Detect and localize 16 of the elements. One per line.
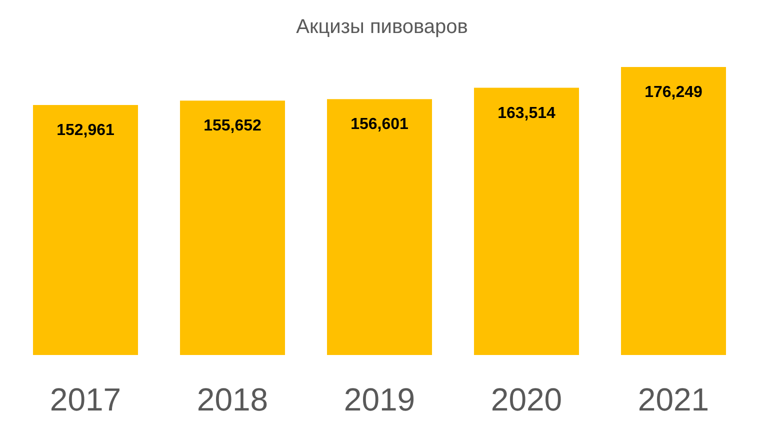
x-tick-label: 2018: [196, 382, 268, 418]
data-label: 155,652: [204, 118, 262, 135]
bar: [327, 99, 432, 355]
bar: [474, 88, 579, 355]
bar: [180, 100, 285, 355]
x-tick-label: 2017: [50, 382, 122, 418]
x-tick-label: 2020: [490, 382, 562, 418]
bar: [621, 67, 726, 355]
data-label: 163,514: [498, 104, 556, 122]
data-label: 152,961: [56, 122, 115, 140]
bar: [33, 105, 138, 355]
x-tick-label: 2019: [344, 382, 416, 418]
x-tick-label: 2021: [638, 382, 710, 418]
chart-title: Акцизы пивоваров: [295, 16, 469, 39]
data-label: 156,601: [350, 116, 409, 134]
data-label: 176,249: [644, 84, 703, 101]
